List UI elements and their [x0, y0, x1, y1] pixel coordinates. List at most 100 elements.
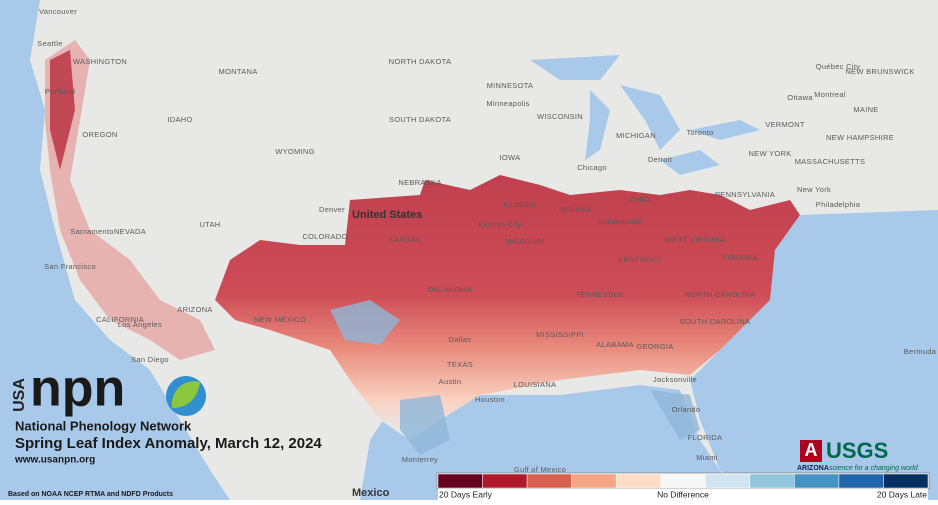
place-label: OKLAHOMA	[428, 285, 473, 294]
anomaly-pnw	[50, 50, 75, 170]
place-label: SOUTH DAKOTA	[389, 115, 451, 124]
place-label: Vancouver	[39, 7, 77, 16]
place-label: Kansas City	[478, 220, 521, 229]
place-label: Seattle	[37, 39, 62, 48]
place-label: INDIANA	[559, 205, 592, 214]
place-label: NEW YORK	[748, 149, 791, 158]
legend-swatch	[660, 473, 706, 489]
place-label: New York	[797, 185, 831, 194]
place-label: Monterrey	[402, 455, 438, 464]
place-label: NORTH DAKOTA	[389, 57, 452, 66]
source-note: Based on NOAA NCEP RTMA and NDFD Product…	[8, 491, 173, 498]
legend-swatch	[526, 473, 572, 489]
legend-swatch	[705, 473, 751, 489]
place-label: Denver	[319, 205, 345, 214]
logo-usa: USA	[11, 378, 28, 412]
legend: 20 Days Early No Difference 20 Days Late	[436, 472, 930, 500]
place-label: IOWA	[500, 153, 521, 162]
place-label: NEW BRUNSWICK	[845, 67, 914, 76]
legend-label: No Difference	[657, 489, 709, 499]
place-label: Dallas	[449, 335, 472, 344]
place-label: PENNSYLVANIA	[715, 190, 775, 199]
place-label: Chicago	[577, 163, 607, 172]
legend-label: 20 Days Late	[877, 489, 927, 499]
legend-swatch	[482, 473, 528, 489]
place-label: NEBRASKA	[398, 178, 441, 187]
place-label: Ottawa	[787, 93, 813, 102]
gulf-of-mexico	[360, 385, 740, 500]
place-label: Québec City	[816, 62, 861, 71]
anomaly-east	[215, 175, 800, 440]
place-label: NEW HAMPSHIRE	[826, 133, 894, 142]
country-label: Mexico	[352, 487, 390, 499]
great-lakes	[530, 55, 760, 175]
place-label: Los Angeles	[118, 320, 162, 329]
place-label: Bermuda	[904, 347, 937, 356]
place-label: FLORIDA	[688, 433, 723, 442]
country-label: United States	[352, 209, 422, 221]
place-label: COLORADO	[302, 232, 347, 241]
legend-swatch	[615, 473, 661, 489]
place-label: VIRGINIA	[722, 253, 757, 262]
place-label: San Francisco	[44, 262, 96, 271]
legend-swatch	[794, 473, 840, 489]
partner-logos: A ARIZONA USGS science for a changing wo…	[797, 438, 919, 472]
place-label: Jacksonville	[653, 375, 697, 384]
legend-swatch	[571, 473, 617, 489]
place-label: NORTH CAROLINA	[684, 290, 755, 299]
legend-label: 20 Days Early	[439, 489, 493, 499]
url: www.usanpn.org	[14, 455, 95, 466]
anomaly-west	[45, 40, 215, 360]
legend-label-bg	[438, 489, 928, 500]
logo-npn: npn	[30, 360, 125, 418]
arizona-mark	[800, 440, 822, 462]
anomaly-early-leaf	[330, 300, 700, 455]
place-label: WASHINGTON	[73, 57, 127, 66]
logo-leaf-shape	[171, 381, 200, 408]
place-label: LOUISIANA	[514, 380, 557, 389]
place-label: TEXAS	[447, 360, 473, 369]
place-label: OREGON	[82, 130, 117, 139]
place-label: Orlando	[672, 405, 701, 414]
place-label: MINNESOTA	[487, 81, 534, 90]
place-label: CALIFORNIA	[96, 315, 144, 324]
place-label: Toronto	[686, 128, 713, 137]
arizona-label: ARIZONA	[797, 465, 829, 472]
map-title: Spring Leaf Index Anomaly, March 12, 202…	[15, 435, 322, 452]
place-label: ALABAMA	[596, 340, 634, 349]
legend-swatch	[749, 473, 795, 489]
place-label: Houston	[475, 395, 505, 404]
usgs-tagline: science for a changing world	[829, 465, 919, 472]
place-label: KANSAS	[389, 235, 421, 244]
place-label: NEW MEXICO	[254, 315, 306, 324]
place-label: ARIZONA	[177, 305, 212, 314]
place-label: Detroit	[648, 155, 673, 164]
place-label: Philadelphia	[816, 200, 861, 209]
place-label: SOUTH CAROLINA	[680, 317, 751, 326]
place-label: MISSOURI	[505, 237, 545, 246]
place-label: GEORGIA	[636, 342, 673, 351]
place-label: Montreal	[814, 90, 846, 99]
legend-swatch	[437, 473, 483, 489]
place-label: IDAHO	[167, 115, 192, 124]
place-label: Miami	[696, 453, 718, 462]
place-label: Gulf of Mexico	[514, 465, 566, 474]
place-label: MASSACHUSETTS	[795, 157, 866, 166]
legend-swatch	[838, 473, 884, 489]
place-label: VERMONT	[765, 120, 805, 129]
place-label: MISSISSIPPI	[536, 330, 584, 339]
place-label: OHIO	[630, 195, 650, 204]
npn-logo: USA npn National Phenology Network	[11, 360, 206, 433]
place-label: Austin	[439, 377, 462, 386]
arizona-a: A	[805, 440, 818, 460]
place-label: MICHIGAN	[616, 131, 656, 140]
place-label: WYOMING	[275, 147, 315, 156]
place-label: MAINE	[853, 105, 878, 114]
place-label: Portland	[45, 87, 75, 96]
place-label: KENTUCKY	[618, 255, 661, 264]
place-label: San Diego	[131, 355, 169, 364]
atlantic-ocean	[690, 210, 938, 500]
place-label: MONTANA	[218, 67, 257, 76]
place-label: WISCONSIN	[537, 112, 583, 121]
